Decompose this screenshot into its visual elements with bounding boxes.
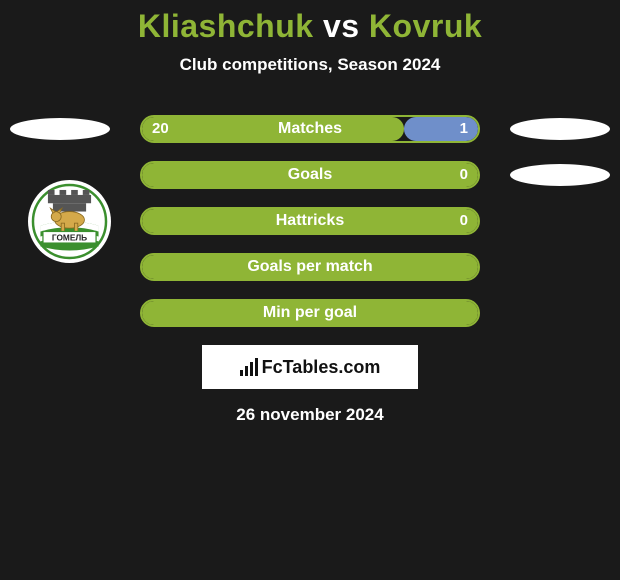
bar-value-left-hattricks (142, 209, 162, 233)
brand-text: FcTables.com (262, 357, 381, 378)
bar-track-hattricks: Hattricks 0 (140, 207, 480, 235)
bar-track-mpg: Min per goal (140, 299, 480, 327)
bar-label-matches: Matches (142, 117, 478, 141)
bar-value-right-hattricks: 0 (450, 209, 478, 233)
player-left-avatar-placeholder (10, 118, 110, 140)
bar-label-goals: Goals (142, 163, 478, 187)
bar-label-hattricks: Hattricks (142, 209, 478, 233)
bar-label-mpg: Min per goal (142, 301, 478, 325)
bar-value-left-goals (142, 163, 162, 187)
stat-row-mpg: Min per goal (0, 299, 620, 327)
bar-value-right-mpg (458, 301, 478, 325)
svg-text:ГОМЕЛЬ: ГОМЕЛЬ (52, 233, 87, 243)
title-player-right: Kovruk (369, 8, 482, 44)
title-player-left: Kliashchuk (138, 8, 314, 44)
stat-row-gpm: Goals per match (0, 253, 620, 281)
title-vs: vs (314, 8, 369, 44)
club-badge-gomel: ГОМЕЛЬ (28, 180, 111, 263)
bar-value-left-matches: 20 (142, 117, 179, 141)
bar-value-left-gpm (142, 255, 162, 279)
bar-value-left-mpg (142, 301, 162, 325)
bar-label-gpm: Goals per match (142, 255, 478, 279)
bar-track-matches: 20 Matches 1 (140, 115, 480, 143)
player-right-avatar-placeholder-2 (510, 164, 610, 186)
bar-track-gpm: Goals per match (140, 253, 480, 281)
bar-value-right-gpm (458, 255, 478, 279)
page-title: Kliashchuk vs Kovruk (0, 8, 620, 45)
stat-row-matches: 20 Matches 1 (0, 115, 620, 143)
bar-value-right-goals: 0 (450, 163, 478, 187)
brand-box: FcTables.com (202, 345, 418, 389)
date-text: 26 november 2024 (0, 405, 620, 425)
bar-value-right-matches: 1 (450, 117, 478, 141)
stat-row-goals: Goals 0 (0, 161, 620, 189)
bar-chart-icon (240, 358, 258, 376)
bar-track-goals: Goals 0 (140, 161, 480, 189)
subtitle: Club competitions, Season 2024 (0, 55, 620, 75)
player-right-avatar-placeholder (510, 118, 610, 140)
